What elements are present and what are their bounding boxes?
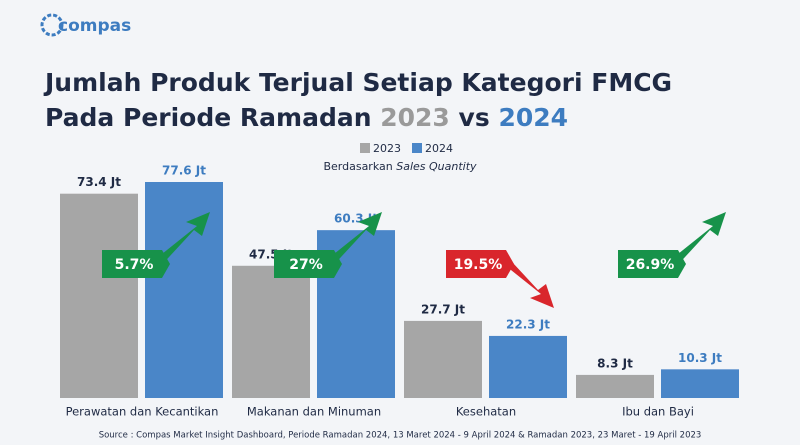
subtitle: Berdasarkan Sales Quantity (323, 160, 477, 173)
category-label: Kesehatan (456, 405, 516, 419)
source: Source : Compas Market Insight Dashboard… (99, 431, 702, 441)
value-label: 8.3 Jt (597, 356, 633, 370)
bar (489, 335, 567, 398)
bar (661, 369, 739, 398)
change-label: 19.5% (454, 257, 503, 273)
subtitle-emphasis: Sales Quantity (396, 160, 477, 173)
title-line-1: Jumlah Produk Terjual Setiap Kategori FM… (43, 68, 672, 97)
legend-swatch (360, 143, 370, 153)
legend-label: 2024 (425, 142, 453, 155)
legend-swatch (412, 143, 422, 153)
title-year-2024: 2024 (498, 103, 568, 132)
change-badge (274, 250, 342, 278)
value-label: 77.6 Jt (162, 164, 206, 178)
bar (232, 265, 310, 398)
bar (60, 193, 138, 398)
category-label: Ibu dan Bayi (622, 405, 694, 419)
value-label: 27.7 Jt (421, 302, 465, 316)
change-badge (446, 250, 514, 278)
title-vs: vs (459, 103, 490, 132)
title-year-2023: 2023 (380, 103, 450, 132)
title-line-2: Pada Periode Ramadan 2023 vs 2024 (45, 103, 568, 132)
category-label: Makanan dan Minuman (247, 405, 381, 419)
title-text: Pada Periode Ramadan (45, 103, 372, 132)
change-label: 26.9% (626, 257, 675, 273)
bar (145, 182, 223, 398)
category-label: Perawatan dan Kecantikan (66, 405, 219, 419)
bar (404, 320, 482, 398)
change-label: 5.7% (115, 257, 154, 273)
change-label: 27% (289, 257, 323, 273)
value-label: 22.3 Jt (506, 317, 550, 331)
subtitle-text: Berdasarkan (323, 160, 392, 173)
trend-arrow (152, 212, 210, 270)
change-badge (102, 250, 170, 278)
legend-label: 2023 (373, 142, 401, 155)
bar (576, 374, 654, 398)
trend-arrow (668, 212, 726, 270)
change-badge (618, 250, 686, 278)
logo-icon (40, 13, 64, 37)
value-label: 10.3 Jt (678, 351, 722, 365)
logo: compas (58, 16, 131, 36)
value-label: 73.4 Jt (77, 175, 121, 189)
trend-arrow (324, 212, 382, 270)
